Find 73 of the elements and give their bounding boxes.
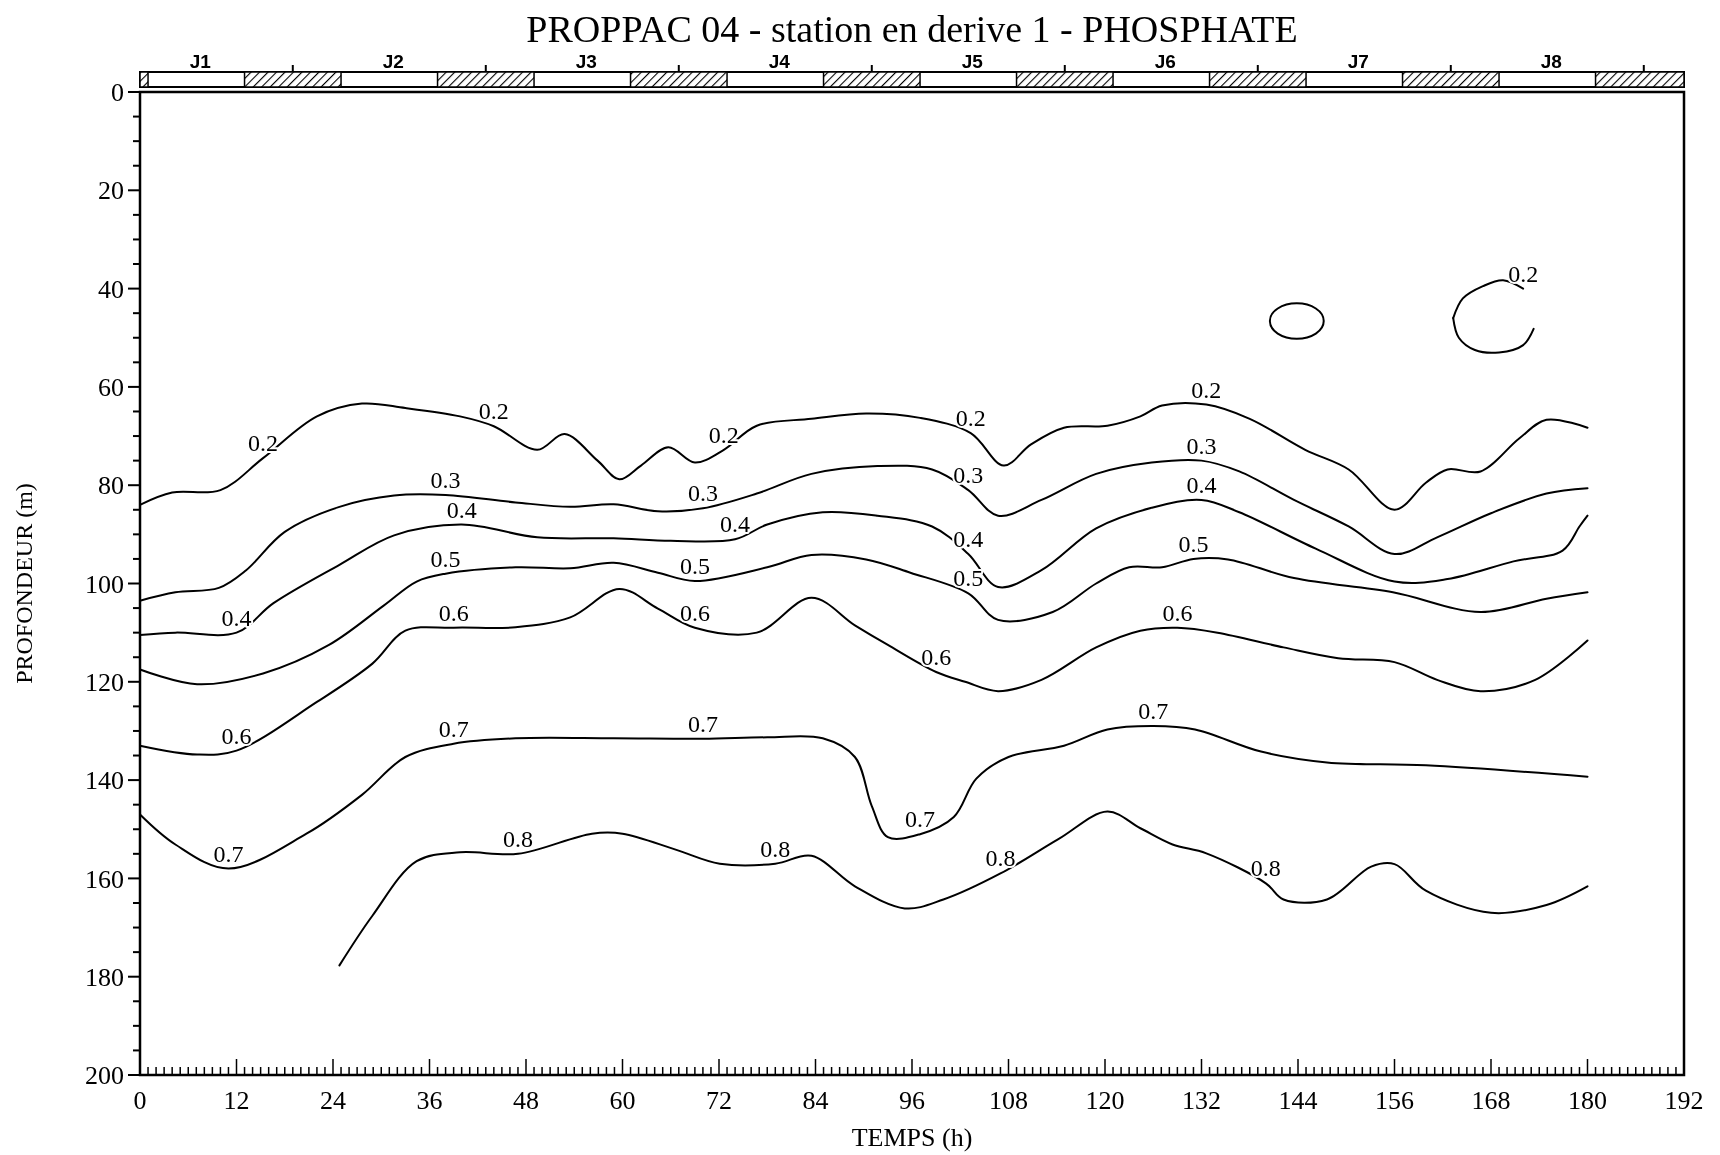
y-tick-label: 180 <box>85 962 124 992</box>
annotation: 0.4 <box>446 496 477 523</box>
annotation: 0.8 <box>985 845 1016 872</box>
annotation: 0.5 <box>953 565 984 592</box>
text: J8 <box>1540 51 1562 72</box>
annotation: 0.2 <box>248 430 279 457</box>
line-series <box>338 810 1589 967</box>
annotation: 0.6 <box>1162 599 1193 626</box>
x-tick-label: 180 <box>1568 1086 1607 1115</box>
x-tick-label: 0 <box>133 1086 147 1115</box>
annotation: 0.2 <box>708 421 739 448</box>
annotation: 0.7 <box>1138 698 1169 725</box>
y-tick-label: 200 <box>85 1061 124 1091</box>
text: J1 <box>189 51 212 72</box>
x-tick-label: 72 <box>706 1086 732 1115</box>
annotation: 0.6 <box>221 722 252 749</box>
annotation: 0.8 <box>1250 855 1281 882</box>
y-tick-label: 20 <box>98 176 124 206</box>
annotation: 0.5 <box>679 553 710 580</box>
annotation: 0.4 <box>221 604 252 631</box>
x-tick-label: 24 <box>320 1086 346 1115</box>
y-tick-label: 80 <box>98 471 124 501</box>
annotation: 0.8 <box>502 825 533 852</box>
annotation: 0.2 <box>1191 376 1222 403</box>
y-tick-label: 140 <box>85 766 124 796</box>
annotation: 0.2 <box>955 405 986 432</box>
x-tick-label: 96 <box>899 1086 925 1115</box>
x-tick-label: 156 <box>1375 1086 1414 1115</box>
x-tick-label: 168 <box>1471 1086 1511 1115</box>
y-tick-label: 160 <box>85 864 124 894</box>
annotation: 0.2 <box>1508 260 1539 287</box>
annotation: 0.7 <box>905 806 936 833</box>
text: J2 <box>382 51 404 72</box>
annotation: 0.7 <box>213 840 244 867</box>
x-tick-label: 36 <box>416 1086 443 1115</box>
annotation: 0.6 <box>921 643 952 670</box>
annotation: 0.4 <box>1186 471 1217 498</box>
y-tick-label: 100 <box>85 569 124 599</box>
annotation: 0.3 <box>1186 432 1217 459</box>
annotation: 0.5 <box>1178 530 1209 557</box>
annotation: 0.3 <box>953 462 984 489</box>
text: J3 <box>575 51 597 72</box>
x-tick-label: 108 <box>989 1086 1028 1115</box>
x-tick-label: 120 <box>1085 1086 1125 1115</box>
annotation: 0.7 <box>687 710 718 737</box>
chart-title: PROPPAC 04 - station en derive 1 - PHOSPHATE <box>526 8 1298 50</box>
y-axis-title: PROFONDEUR (m) <box>11 483 37 684</box>
text: J5 <box>961 51 984 72</box>
x-tick-label: 12 <box>223 1086 250 1115</box>
annotation: 0.6 <box>679 599 710 626</box>
annotation: 0.4 <box>953 526 984 553</box>
y-tick-label: 60 <box>98 373 124 402</box>
text: J6 <box>1154 51 1176 72</box>
annotation: 0.3 <box>687 480 718 507</box>
x-tick-label: 84 <box>802 1086 829 1115</box>
y-tick-label: 40 <box>98 274 124 304</box>
annotation: 0.8 <box>760 835 791 862</box>
annotation: 0.2 <box>478 398 509 425</box>
y-tick-label: 120 <box>85 667 124 697</box>
text: J7 <box>1347 51 1369 72</box>
x-tick-label: 48 <box>513 1086 539 1115</box>
annotation: 0.7 <box>438 715 469 742</box>
y-tick-label: 0 <box>111 78 124 108</box>
annotation: 0.5 <box>430 545 461 572</box>
x-tick-label: 144 <box>1278 1086 1318 1115</box>
annotation: 0.6 <box>438 599 469 626</box>
x-axis-title: TEMPS (h) <box>851 1123 973 1152</box>
annotation: 0.4 <box>720 511 751 538</box>
text: J4 <box>768 51 791 72</box>
x-tick-label: 60 <box>609 1086 636 1115</box>
annotation: 0.3 <box>430 467 461 494</box>
x-tick-label: 132 <box>1182 1086 1221 1115</box>
x-tick-label: 192 <box>1664 1086 1704 1115</box>
